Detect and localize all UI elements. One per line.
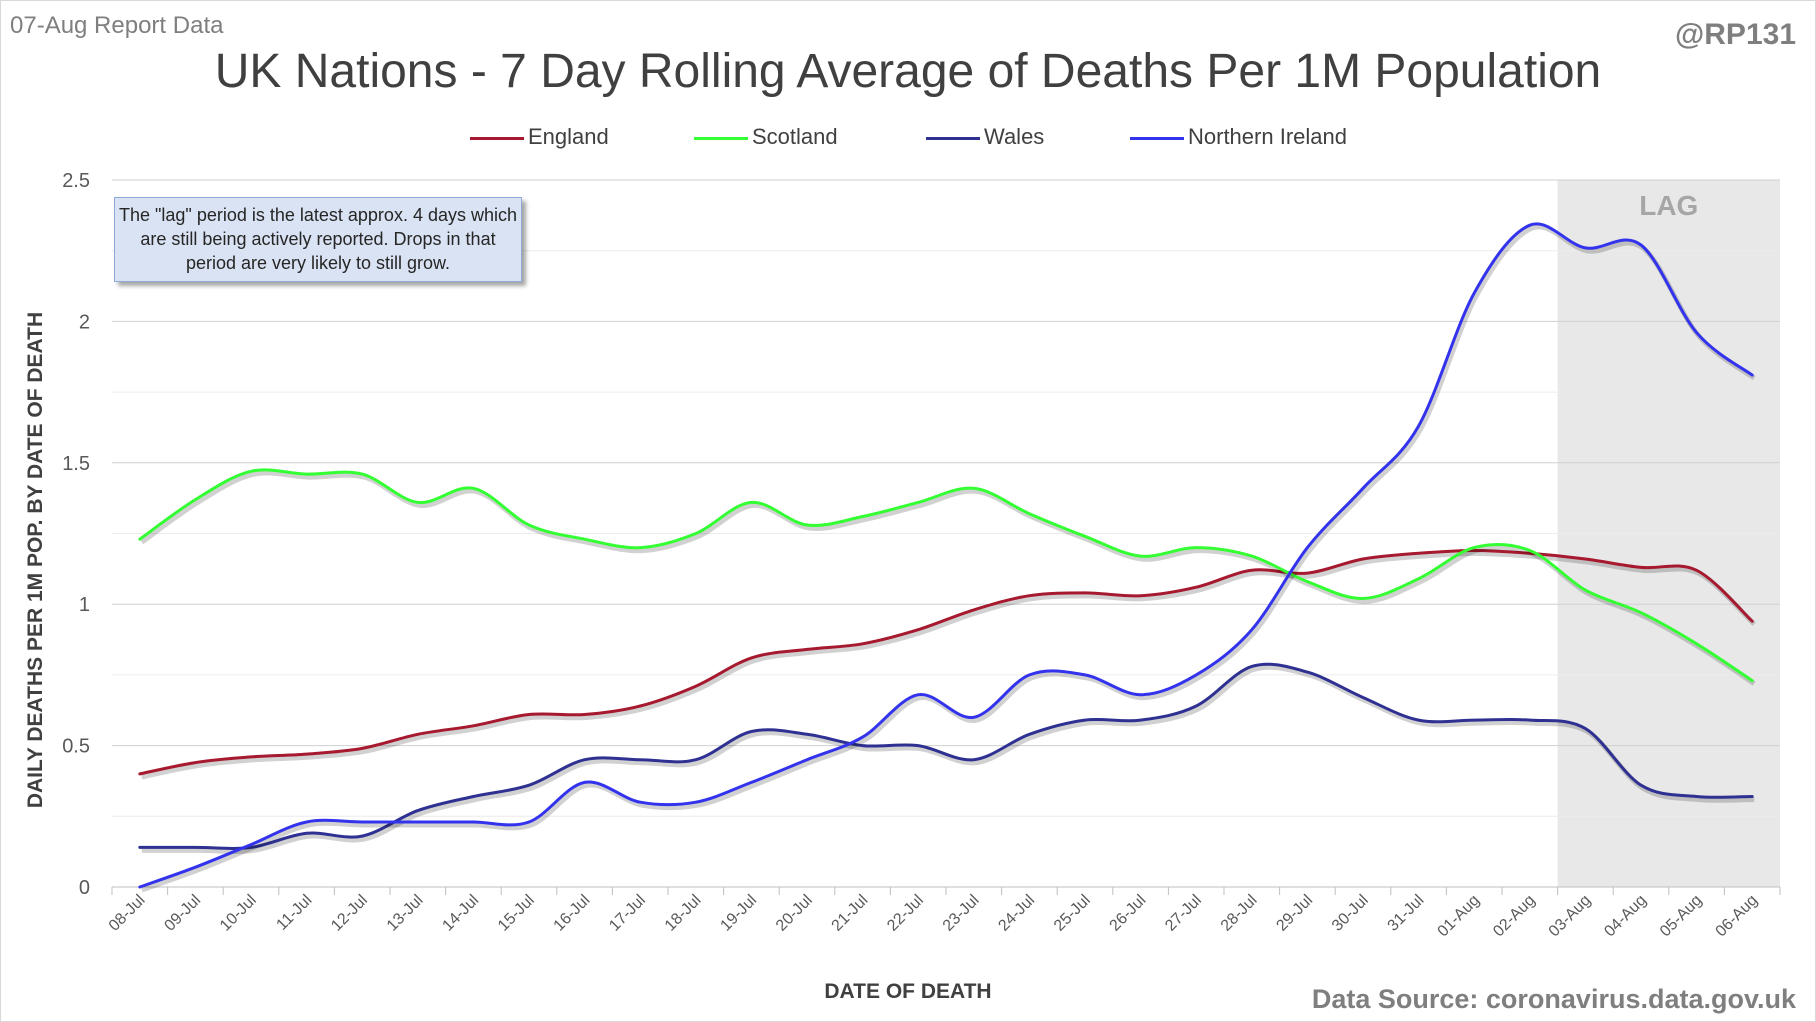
- x-tick-label: 21-Jul: [829, 892, 872, 935]
- x-tick-label: 16-Jul: [551, 892, 594, 935]
- series-shadow-wales: [141, 664, 1755, 854]
- x-tick-label: 29-Jul: [1273, 892, 1316, 935]
- series-shadow-england: [141, 551, 1756, 780]
- lag-note: The "lag" period is the latest approx. 4…: [114, 197, 522, 282]
- x-tick-label: 05-Aug: [1657, 892, 1706, 941]
- y-tick-label: 0: [79, 877, 90, 899]
- x-tick-label: 27-Jul: [1162, 892, 1205, 935]
- report-date-label: 07-Aug Report Data: [10, 12, 224, 39]
- legend-swatch-scotland: [694, 136, 748, 140]
- series-line-england: [138, 549, 1754, 776]
- x-tick-label: 11-Jul: [273, 892, 315, 934]
- x-tick-label: 19-Jul: [717, 892, 760, 935]
- x-tick-label: 18-Jul: [662, 892, 705, 935]
- x-axis-label: DATE OF DEATH: [824, 980, 992, 1003]
- x-tick-label: 04-Aug: [1601, 892, 1650, 941]
- legend-item-england: England: [470, 124, 609, 150]
- legend-swatch-england: [470, 136, 524, 140]
- x-tick-label: 06-Aug: [1713, 892, 1762, 941]
- legend-label-scotland: Scotland: [752, 124, 838, 149]
- series-line-northern-ireland: [138, 222, 1754, 889]
- chart-legend: England Scotland Wales Northern Ireland: [0, 124, 1816, 154]
- x-tick-label: 28-Jul: [1218, 892, 1261, 935]
- y-tick-label: 2: [79, 311, 90, 333]
- x-tick-label: 17-Jul: [606, 892, 649, 935]
- series-shadow-scotland: [140, 470, 1756, 686]
- x-tick-label: 01-Aug: [1435, 892, 1484, 941]
- data-source: Data Source: coronavirus.data.gov.uk: [1311, 984, 1796, 1014]
- y-axis-label: DAILY DEATHS PER 1M POP. BY DATE OF DEAT…: [24, 311, 47, 809]
- x-tick-label: 03-Aug: [1546, 892, 1595, 941]
- legend-item-northern-ireland: Northern Ireland: [1130, 124, 1347, 150]
- x-tick-label: 26-Jul: [1107, 892, 1150, 935]
- x-tick-label: 24-Jul: [995, 892, 1038, 935]
- legend-swatch-wales: [926, 136, 980, 140]
- x-tick-label: 02-Aug: [1490, 892, 1539, 941]
- x-tick-label: 25-Jul: [1051, 892, 1094, 935]
- legend-item-scotland: Scotland: [694, 124, 838, 150]
- x-tick-label: 31-Jul: [1385, 892, 1428, 935]
- lag-label: LAG: [1639, 190, 1698, 221]
- x-tick-label: 12-Jul: [328, 892, 371, 935]
- y-tick-label: 0.5: [62, 736, 90, 758]
- x-tick-label: 30-Jul: [1329, 892, 1372, 935]
- x-tick-label: 08-Jul: [106, 892, 149, 935]
- x-tick-label: 09-Jul: [161, 892, 204, 935]
- y-tick-label: 2.5: [62, 170, 90, 192]
- legend-label-wales: Wales: [984, 124, 1045, 149]
- legend-item-wales: Wales: [926, 124, 1044, 150]
- series-line-scotland: [138, 468, 1754, 683]
- x-tick-label: 22-Jul: [884, 892, 927, 935]
- series-line-wales: [138, 662, 1754, 850]
- x-tick-label: 10-Jul: [217, 892, 260, 935]
- y-tick-label: 1.5: [62, 453, 90, 475]
- x-tick-label: 15-Jul: [495, 892, 538, 935]
- x-tick-label: 23-Jul: [940, 892, 983, 935]
- x-tick-label: 14-Jul: [439, 892, 482, 935]
- x-tick-label: 20-Jul: [773, 892, 816, 935]
- series-shadow-northern-ireland: [140, 224, 1756, 893]
- x-tick-label: 13-Jul: [384, 892, 427, 935]
- author-handle: @RP131: [1675, 18, 1796, 51]
- chart-title: UK Nations - 7 Day Rolling Average of De…: [214, 45, 1602, 98]
- legend-label-northern-ireland: Northern Ireland: [1188, 124, 1347, 149]
- legend-swatch-northern-ireland: [1130, 136, 1184, 140]
- legend-label-england: England: [528, 124, 609, 149]
- y-tick-label: 1: [79, 594, 90, 616]
